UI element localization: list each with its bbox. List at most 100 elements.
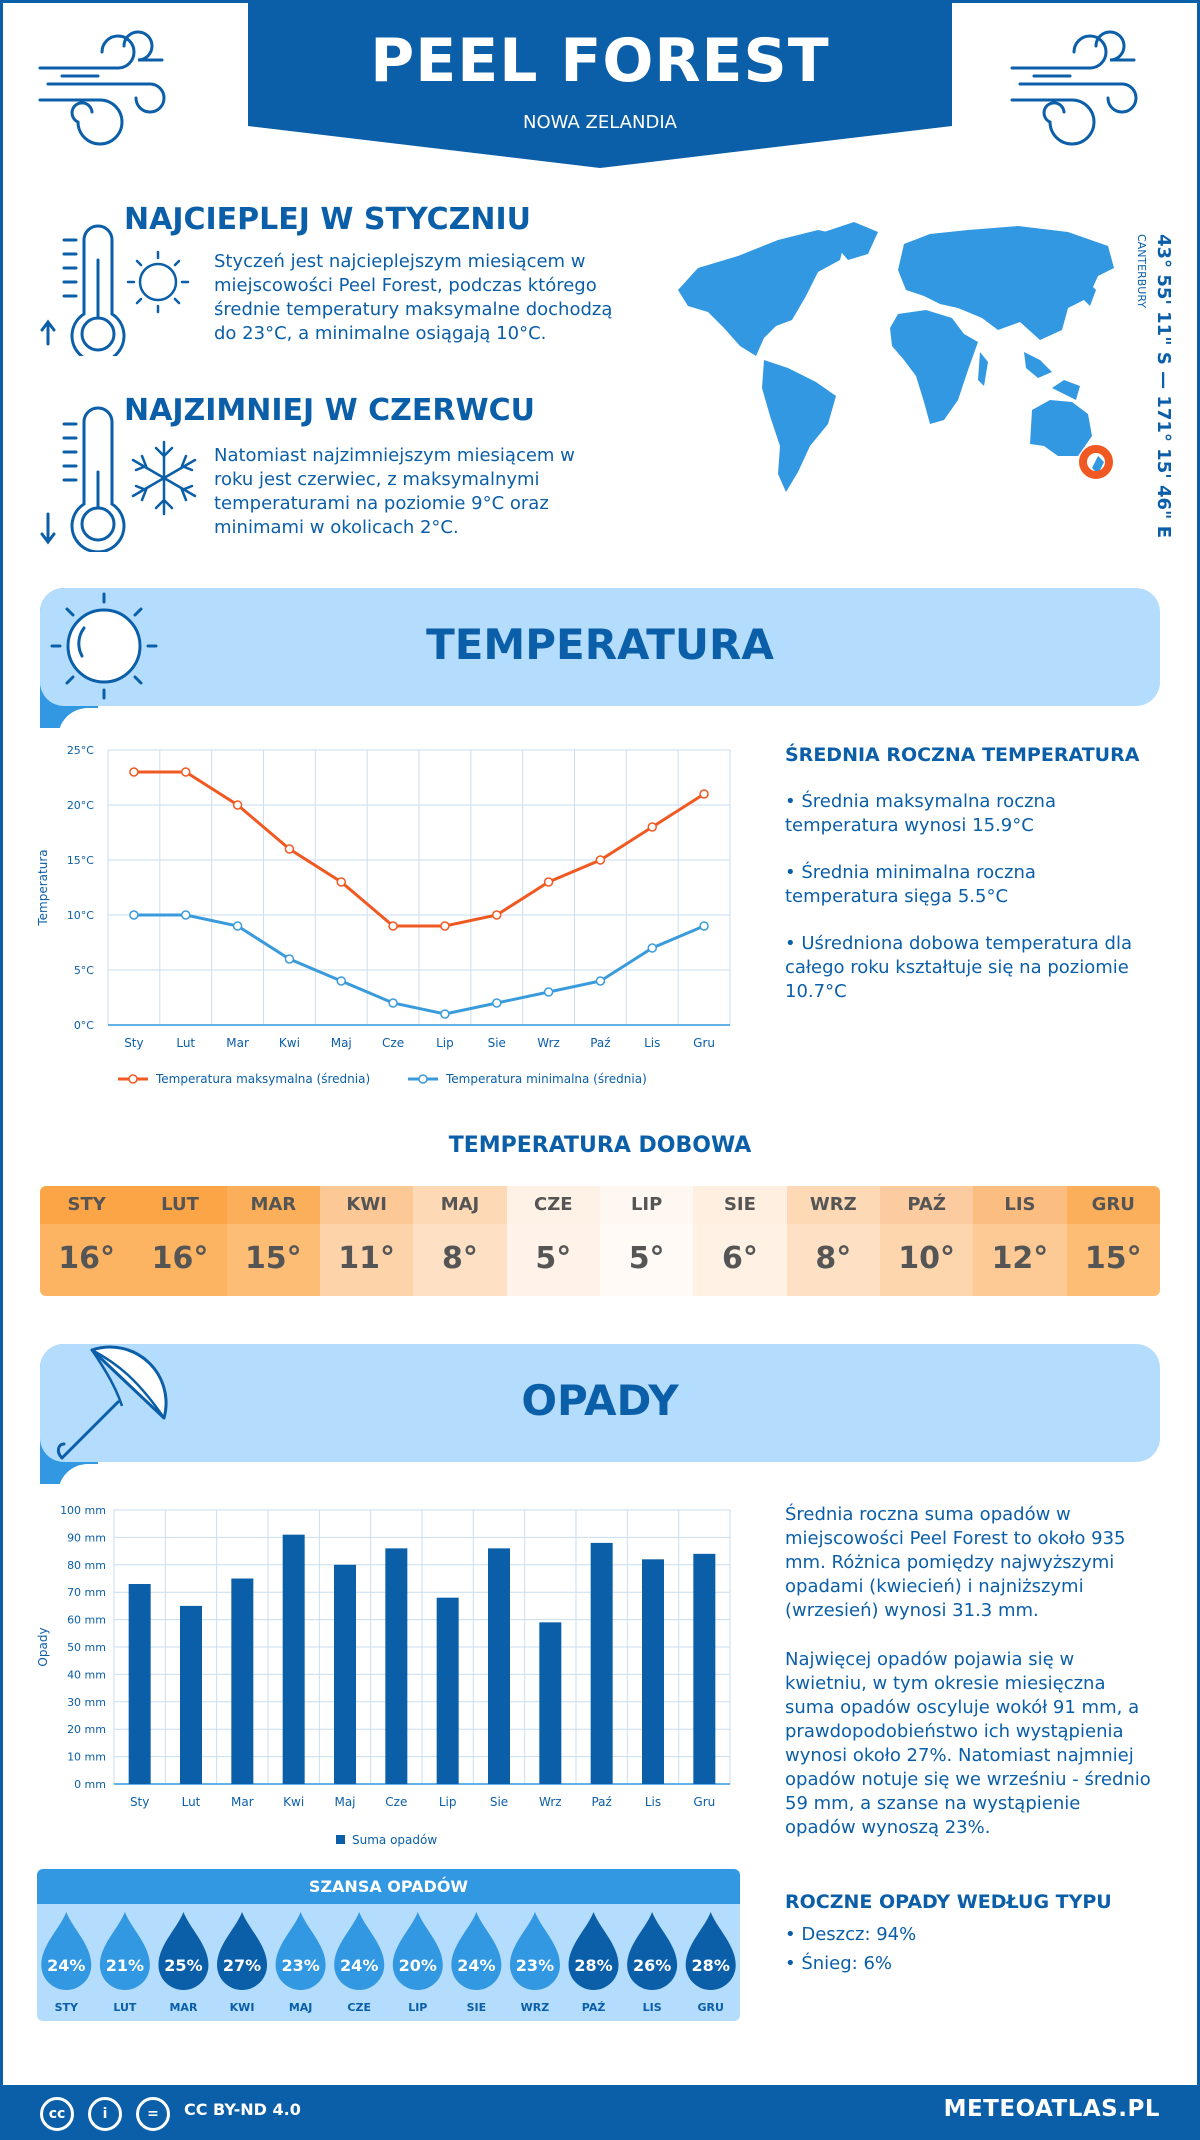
series-line (133, 913, 705, 1016)
data-point (492, 998, 502, 1008)
data-point (440, 1009, 450, 1019)
chance-value: 24% (340, 1956, 378, 1975)
x-tick-label: Wrz (539, 1795, 562, 1809)
region-label: CANTERBURY (1135, 234, 1148, 309)
raindrop-icon (158, 1912, 209, 1990)
y-tick-label: 25°C (67, 744, 94, 757)
x-tick-label: Lut (182, 1795, 201, 1809)
raindrop-icon (509, 1912, 560, 1991)
chance-value: 24% (47, 1956, 85, 1975)
data-point (699, 921, 709, 931)
precip-text-1: Średnia roczna suma opadów w miejscowośc… (785, 1504, 1126, 1621)
month-label: SIE (693, 1186, 787, 1224)
warmest-title: NAJCIEPLEJ W STYCZNIU (124, 202, 532, 237)
data-point (647, 822, 657, 832)
y-tick-label: 50 mm (67, 1641, 106, 1654)
corner-cut (58, 1464, 118, 1524)
daily-temp-column: LIS 12° (973, 1186, 1067, 1296)
y-axis-label: Opady (36, 1627, 50, 1666)
daily-temp-column: LIP 5° (599, 1186, 694, 1296)
x-tick-label: Maj (331, 1036, 352, 1050)
x-tick-label: Gru (693, 1036, 715, 1050)
x-tick-label: Sie (490, 1795, 508, 1809)
daily-temp-value: 8° (786, 1224, 880, 1296)
no-derivatives-icon: = (136, 2097, 170, 2131)
attribution-icon: i (88, 2097, 122, 2131)
daily-temp-column: PAŹ 10° (879, 1186, 974, 1296)
precip-chance-title: SZANSA OPADÓW (37, 1869, 740, 1904)
y-tick-label: 10°C (67, 909, 94, 922)
bar (693, 1553, 716, 1784)
month-label: MAR (169, 2001, 197, 2014)
month-label: KWI (319, 1186, 414, 1224)
daily-temp-column: KWI 11° (319, 1186, 414, 1296)
raindrop-icon (99, 1912, 150, 1990)
x-tick-label: Cze (382, 1036, 404, 1050)
daily-temperature-table: STY 16° LUT 16° MAR 15° KWI 11° MAJ 8° CZE 5° LIP 5° S… (40, 1186, 1160, 1296)
daily-temp-column: GRU 15° (1066, 1186, 1160, 1296)
x-tick-label: Lut (176, 1036, 195, 1050)
data-point (543, 987, 554, 997)
x-tick-label: Sie (488, 1036, 506, 1050)
chance-value: 23% (281, 1956, 319, 1975)
data-point (336, 976, 346, 986)
series-line (133, 770, 705, 928)
daily-temp-value: 8° (413, 1224, 507, 1296)
month-label: CZE (347, 2001, 371, 2014)
y-tick-label: 15°C (67, 854, 94, 867)
temperature-band (40, 588, 1160, 706)
raindrop-icon (392, 1912, 443, 1990)
x-tick-label: Sty (130, 1795, 149, 1809)
y-tick-label: 0 mm (74, 1778, 106, 1791)
footer (0, 2085, 1200, 2140)
daily-temp-column: LUT 16° (133, 1186, 227, 1296)
x-tick-label: Lis (645, 1795, 661, 1809)
daily-temp-column: CZE 5° (506, 1186, 600, 1296)
y-tick-label: 90 mm (67, 1531, 106, 1544)
raindrop-icon (685, 1912, 736, 1990)
data-point (440, 921, 450, 931)
thermometer-warm-icon (40, 224, 190, 356)
month-label: SIE (467, 2001, 487, 2014)
daily-temp-value: 6° (693, 1224, 787, 1296)
page-title: PEEL FOREST (370, 26, 830, 96)
month-label: LIS (643, 2001, 662, 2014)
data-point (232, 921, 243, 931)
month-label: GRU (697, 2001, 723, 2014)
daily-temp-value: 12° (973, 1224, 1067, 1296)
month-label: KWI (230, 2001, 255, 2014)
chance-value: 20% (399, 1956, 437, 1975)
temperature-section-title: TEMPERATURA (426, 620, 774, 669)
chance-value: 26% (633, 1956, 671, 1975)
precipitation-chart: 0 mm 10 mm 20 mm 30 mm 40 mm 50 mm 60 mm 70 mm 8… (36, 1504, 731, 1847)
month-label: MAR (226, 1186, 320, 1224)
location-marker-icon (1079, 445, 1113, 479)
chance-value: 28% (692, 1956, 730, 1975)
data-point (232, 800, 243, 810)
month-label: CZE (506, 1186, 600, 1224)
x-tick-label: Paź (591, 1795, 611, 1809)
y-tick-label: 0°C (74, 1019, 94, 1032)
daily-temp-value: 15° (226, 1224, 320, 1296)
site-link[interactable]: METEOATLAS.PL (943, 2096, 1160, 2122)
raindrop-icon (334, 1912, 385, 1990)
daily-temp-column: WRZ 8° (786, 1186, 880, 1296)
precip-types-title: ROCZNE OPADY WEDŁUG TYPU (785, 1891, 1112, 1913)
y-tick-label: 10 mm (67, 1751, 106, 1764)
coordinates: 43° 55' 11" S — 171° 15' 46" E (1153, 234, 1174, 538)
temperature-stat: • Średnia minimalna roczna temperatura s… (785, 862, 1036, 907)
month-label: GRU (1066, 1186, 1160, 1224)
bar (590, 1542, 613, 1784)
raindrop-icon (627, 1912, 678, 1990)
y-tick-label: 40 mm (67, 1668, 106, 1681)
license-label: CC BY-ND 4.0 (184, 2100, 301, 2119)
legend-label: Suma opadów (352, 1833, 437, 1847)
legend-label: Temperatura maksymalna (średnia) (155, 1072, 370, 1086)
y-tick-label: 60 mm (67, 1614, 106, 1627)
x-tick-label: Sty (124, 1036, 143, 1050)
umbrella-icon (56, 1345, 168, 1460)
precip-band (40, 1344, 1160, 1462)
page-subtitle: NOWA ZELANDIA (523, 112, 677, 133)
precip-chance-panel: 24% STY 21% LUT 25% MAR 27% KWI 23% MAJ 24% CZE 20% L… (37, 1904, 740, 2021)
wind-icon (1010, 30, 1138, 146)
